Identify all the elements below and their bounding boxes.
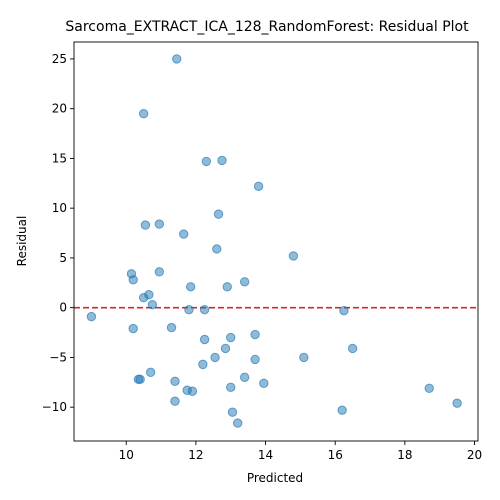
y-tick-label: 10 xyxy=(52,201,67,215)
data-point-7 xyxy=(154,219,165,229)
data-point-35 xyxy=(145,367,156,378)
data-point-16 xyxy=(239,277,250,287)
data-point-45 xyxy=(170,396,180,406)
y-tick-label: −5 xyxy=(49,350,67,364)
data-point-42 xyxy=(187,386,198,396)
data-point-48 xyxy=(337,405,347,415)
data-point-34 xyxy=(347,343,358,354)
y-axis-ticks: −10 −5 0 5 10 15 20 25 xyxy=(42,52,74,414)
data-point-46 xyxy=(452,398,462,408)
data-point-38 xyxy=(170,376,180,386)
data-point-2 xyxy=(201,156,212,167)
data-point-32 xyxy=(250,354,260,365)
x-tick-label: 10 xyxy=(119,448,134,462)
y-tick-label: 5 xyxy=(59,251,67,265)
data-point-18 xyxy=(138,293,149,303)
data-point-28 xyxy=(250,329,260,340)
data-point-4 xyxy=(253,181,264,191)
plot-frame xyxy=(73,41,479,442)
y-tick-label: 25 xyxy=(52,52,67,66)
data-point-47 xyxy=(227,407,238,417)
y-tick-label: 0 xyxy=(59,301,67,315)
data-point-14 xyxy=(185,282,196,292)
data-point-27 xyxy=(226,332,236,343)
data-point-39 xyxy=(239,372,250,383)
data-point-26 xyxy=(199,334,210,345)
data-point-10 xyxy=(288,251,299,261)
data-point-20 xyxy=(86,311,97,322)
x-axis-label: Predicted xyxy=(247,471,303,485)
y-tick-label: 20 xyxy=(52,102,67,116)
data-point-12 xyxy=(128,275,138,285)
data-point-33 xyxy=(299,352,309,363)
data-point-22 xyxy=(199,304,210,315)
data-point-43 xyxy=(226,382,236,392)
data-point-15 xyxy=(222,282,232,292)
data-point-24 xyxy=(128,323,138,334)
data-point-5 xyxy=(213,209,224,219)
chart-title: Sarcoma_EXTRACT_ICA_128_RandomForest: Re… xyxy=(65,19,469,35)
x-tick-label: 12 xyxy=(188,448,203,462)
y-tick-label: −10 xyxy=(42,400,67,414)
x-tick-label: 14 xyxy=(258,448,273,462)
data-point-1 xyxy=(138,108,149,119)
data-point-49 xyxy=(232,418,243,428)
data-point-30 xyxy=(210,352,220,363)
data-point-9 xyxy=(212,244,222,254)
data-point-0 xyxy=(172,54,182,64)
y-tick-label: 15 xyxy=(52,151,67,165)
data-point-6 xyxy=(140,220,151,230)
data-point-37 xyxy=(135,374,145,385)
x-tick-label: 20 xyxy=(467,448,482,462)
data-point-31 xyxy=(198,359,208,370)
data-point-13 xyxy=(154,267,165,277)
plot-area xyxy=(73,41,479,442)
data-point-25 xyxy=(166,322,177,333)
data-point-29 xyxy=(220,343,231,354)
y-axis-label: Residual xyxy=(15,216,29,267)
data-point-3 xyxy=(217,155,227,166)
x-axis-ticks: 10 12 14 16 18 20 xyxy=(119,441,482,462)
x-tick-label: 16 xyxy=(328,448,343,462)
data-point-19 xyxy=(147,299,158,310)
data-point-8 xyxy=(179,229,189,239)
data-point-23 xyxy=(339,305,349,316)
data-point-44 xyxy=(424,383,434,393)
data-point-21 xyxy=(184,304,194,315)
x-tick-label: 18 xyxy=(397,448,412,462)
data-point-40 xyxy=(259,378,269,388)
